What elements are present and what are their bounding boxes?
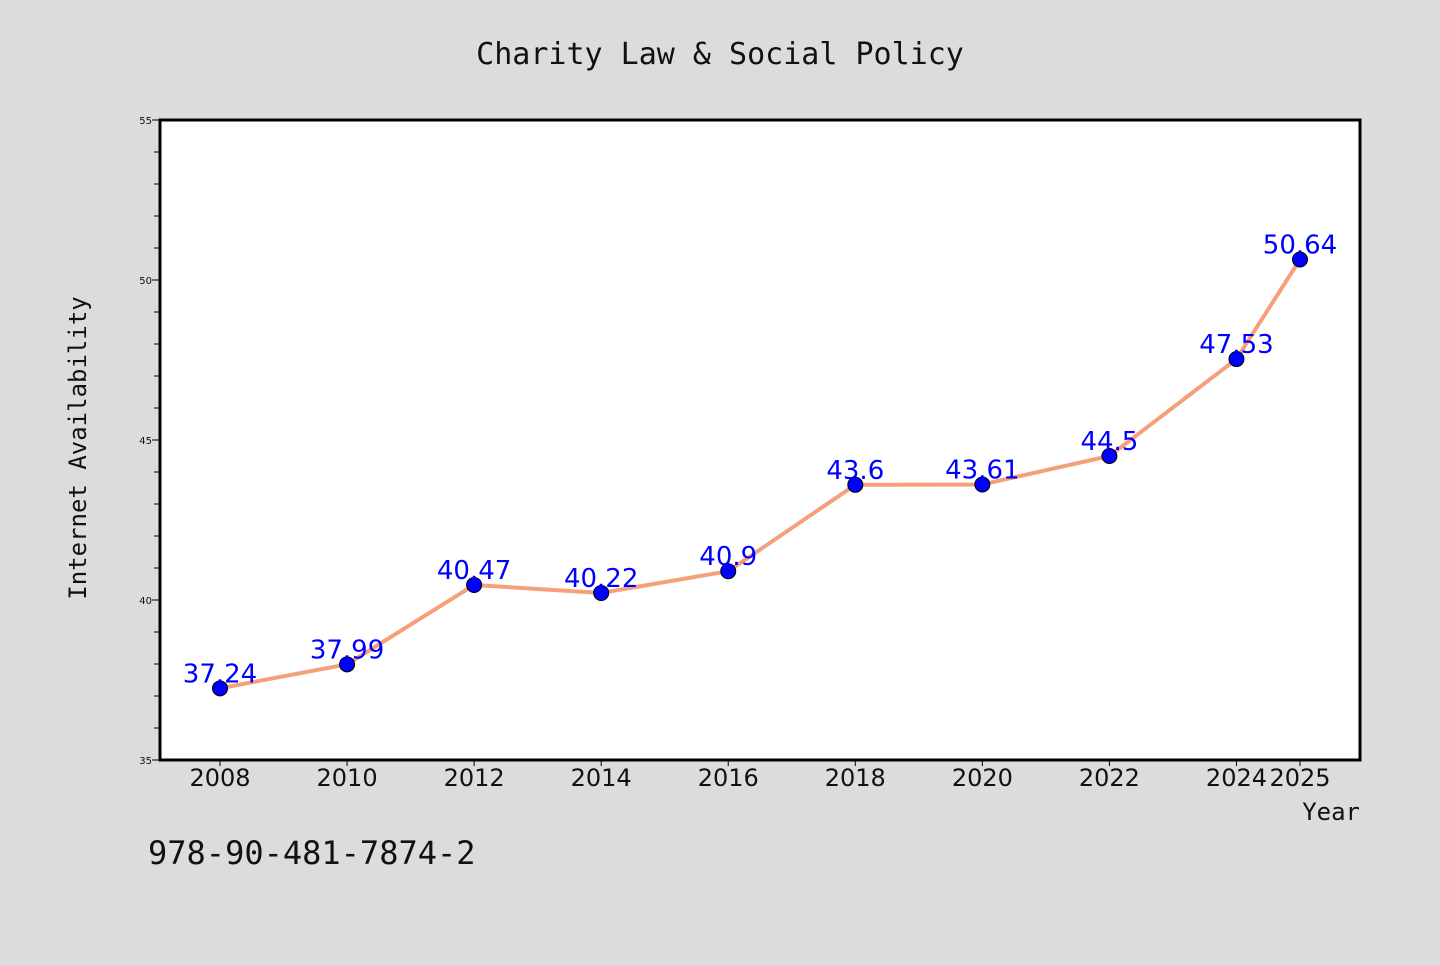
x-tick-label: 2016 [698, 764, 759, 792]
y-axis-ticks: 35 40 45 50 55 [139, 116, 160, 767]
data-point [974, 476, 991, 493]
data-label: 47.53 [1199, 330, 1273, 360]
y-tick-label: 50 [139, 276, 152, 287]
data-point [847, 476, 864, 493]
x-tick-label: 2018 [825, 764, 886, 792]
data-point [339, 656, 356, 673]
x-tick-label: 2024 [1206, 764, 1267, 792]
data-label: 44.5 [1080, 427, 1138, 457]
x-tick-label: 2022 [1079, 764, 1140, 792]
x-tick-label: 2010 [317, 764, 378, 792]
x-tick-label: 2008 [189, 764, 250, 792]
x-axis-ticks: 2008 2010 2012 2014 2016 2018 2020 2022 2024 2025 [189, 760, 1331, 792]
data-point [1228, 351, 1245, 368]
plot-area [158, 118, 1362, 762]
y-axis-label: Internet Availability [64, 296, 92, 599]
data-point [1101, 448, 1118, 464]
x-axis-label: Year [1302, 798, 1360, 826]
y-tick-label: 35 [139, 756, 152, 767]
data-point [466, 576, 483, 593]
x-tick-label: 2012 [444, 764, 505, 792]
series-layer: 37.24 37.99 40.47 40.22 40.9 43.6 43.61 44.5 47.… [183, 231, 1337, 697]
chart-title: Charity Law & Social Policy [476, 37, 964, 72]
data-label: 37.99 [310, 635, 384, 665]
y-tick-label: 55 [139, 116, 152, 127]
data-label: 43.61 [945, 455, 1019, 485]
data-label: 40.9 [699, 542, 757, 572]
data-label: 40.22 [564, 564, 638, 594]
data-point [1292, 251, 1308, 268]
data-label: 50.64 [1263, 231, 1337, 261]
series-line [218, 257, 1302, 691]
y-tick-label: 45 [139, 436, 152, 447]
y-tick-label: 40 [139, 596, 152, 607]
data-point [720, 563, 737, 580]
data-point [593, 584, 610, 601]
data-label: 40.47 [437, 556, 511, 586]
x-tick-label: 2025 [1269, 764, 1330, 792]
isbn-text: 978-90-481-7874-2 [148, 834, 476, 872]
x-tick-label: 2014 [571, 764, 632, 792]
data-point [212, 680, 228, 697]
x-tick-label: 2020 [952, 764, 1013, 792]
data-label: 43.6 [826, 456, 884, 486]
data-label: 37.24 [183, 659, 257, 689]
